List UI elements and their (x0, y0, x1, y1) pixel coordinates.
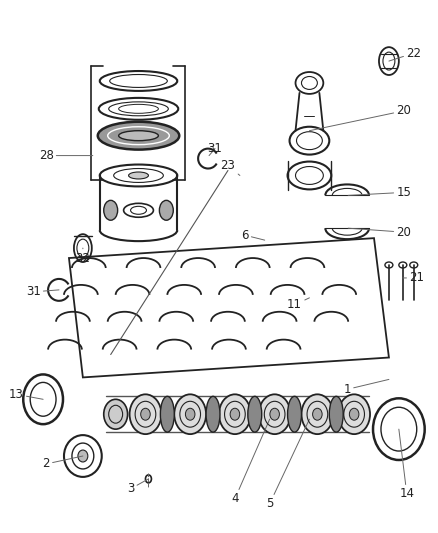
Ellipse shape (141, 408, 150, 420)
Text: 2: 2 (42, 456, 83, 471)
Ellipse shape (329, 397, 343, 432)
Ellipse shape (248, 397, 262, 432)
Ellipse shape (129, 172, 148, 179)
Text: 21: 21 (403, 271, 424, 285)
Ellipse shape (350, 408, 359, 420)
Ellipse shape (206, 397, 220, 432)
Text: 1: 1 (343, 379, 389, 396)
Ellipse shape (288, 397, 301, 432)
Ellipse shape (338, 394, 370, 434)
Ellipse shape (230, 408, 240, 420)
Ellipse shape (301, 394, 333, 434)
Text: 23: 23 (220, 159, 240, 175)
Ellipse shape (78, 450, 88, 462)
Ellipse shape (185, 408, 195, 420)
Ellipse shape (174, 394, 206, 434)
Ellipse shape (130, 394, 161, 434)
Ellipse shape (270, 408, 279, 420)
Text: 4: 4 (231, 419, 270, 505)
Text: 15: 15 (348, 186, 411, 199)
Ellipse shape (313, 408, 322, 420)
Text: 20: 20 (309, 104, 411, 131)
Ellipse shape (104, 200, 118, 220)
Text: 14: 14 (399, 429, 414, 500)
Text: 31: 31 (26, 285, 59, 298)
Text: 32: 32 (75, 248, 90, 264)
Text: 6: 6 (241, 229, 265, 241)
Ellipse shape (160, 397, 174, 432)
Ellipse shape (159, 200, 173, 220)
Text: 20: 20 (348, 225, 411, 239)
Ellipse shape (104, 399, 127, 429)
Text: 31: 31 (208, 142, 223, 156)
Ellipse shape (108, 127, 170, 144)
Text: 5: 5 (266, 419, 309, 510)
Ellipse shape (219, 394, 251, 434)
Text: 28: 28 (39, 149, 93, 162)
Text: 22: 22 (389, 46, 421, 61)
Text: 13: 13 (9, 388, 43, 401)
Text: 11: 11 (287, 298, 309, 311)
Ellipse shape (119, 131, 159, 141)
Text: 3: 3 (127, 479, 148, 495)
Ellipse shape (98, 122, 179, 150)
Ellipse shape (259, 394, 290, 434)
